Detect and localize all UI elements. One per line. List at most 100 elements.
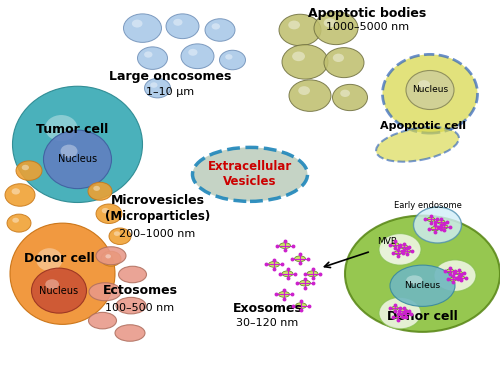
Ellipse shape [450,278,456,281]
Circle shape [345,216,500,332]
Circle shape [114,231,120,236]
Circle shape [324,48,364,78]
Text: Large oncosomes: Large oncosomes [109,70,231,83]
Ellipse shape [280,243,290,249]
Circle shape [12,188,20,195]
Circle shape [333,54,344,62]
Ellipse shape [402,312,409,316]
Circle shape [332,84,368,111]
Ellipse shape [300,280,310,286]
Ellipse shape [400,245,408,249]
Circle shape [5,184,35,206]
Ellipse shape [118,266,146,283]
Circle shape [212,23,220,30]
Circle shape [96,204,122,224]
Ellipse shape [400,309,407,312]
Text: Nucleus: Nucleus [404,281,440,290]
Ellipse shape [88,312,117,329]
Text: Vesicles: Vesicles [223,176,277,188]
Circle shape [434,260,476,291]
Ellipse shape [268,261,280,267]
Text: Early endosome: Early endosome [394,201,462,210]
Ellipse shape [115,325,145,341]
Circle shape [188,49,198,56]
Ellipse shape [418,80,430,89]
Circle shape [7,214,31,232]
Ellipse shape [376,127,459,162]
Ellipse shape [296,303,306,309]
Circle shape [298,86,310,95]
Circle shape [414,207,462,243]
Circle shape [205,19,235,41]
Circle shape [16,161,42,180]
Ellipse shape [307,271,318,277]
Ellipse shape [403,249,411,253]
Text: 30–120 nm: 30–120 nm [236,318,298,327]
Circle shape [288,21,300,29]
Circle shape [289,80,331,111]
Text: Nucleus: Nucleus [40,286,78,296]
Circle shape [144,78,171,98]
Ellipse shape [89,283,121,301]
Ellipse shape [32,268,86,313]
Circle shape [138,47,168,69]
Ellipse shape [116,297,146,314]
Ellipse shape [458,276,464,279]
Ellipse shape [192,147,308,201]
Circle shape [379,234,421,265]
Text: Apoptotic cell: Apoptotic cell [380,121,466,130]
Circle shape [106,254,111,258]
Ellipse shape [45,279,59,290]
Ellipse shape [446,269,454,273]
Text: Nucleus: Nucleus [412,86,448,94]
Circle shape [314,12,358,45]
Circle shape [324,18,336,27]
Circle shape [379,297,421,329]
Ellipse shape [390,265,455,306]
Ellipse shape [391,243,399,246]
Ellipse shape [437,220,445,224]
Text: Microvesicles: Microvesicles [110,194,204,207]
Ellipse shape [10,223,115,324]
Text: Nucleus: Nucleus [58,154,97,164]
Text: MVB: MVB [378,237,398,246]
Ellipse shape [44,130,112,189]
Ellipse shape [392,306,398,310]
Ellipse shape [456,271,462,275]
Circle shape [181,44,214,69]
Circle shape [340,90,350,97]
Circle shape [225,54,232,60]
Circle shape [124,14,162,42]
Text: 100–500 nm: 100–500 nm [106,303,174,313]
Circle shape [282,45,328,79]
Text: 1–10 μm: 1–10 μm [146,87,194,97]
Circle shape [109,228,131,244]
Ellipse shape [96,247,126,265]
Ellipse shape [394,251,402,255]
Ellipse shape [380,243,418,264]
Text: Donor cell: Donor cell [24,252,95,265]
Circle shape [12,218,19,223]
Text: Tumor cell: Tumor cell [36,123,109,136]
Ellipse shape [394,315,402,319]
Text: 1000–5000 nm: 1000–5000 nm [326,22,409,32]
Ellipse shape [382,54,478,133]
Circle shape [279,14,321,46]
Text: Apoptotic bodies: Apoptotic bodies [308,7,426,20]
Circle shape [102,208,109,213]
Circle shape [22,165,29,170]
Text: Extracellular: Extracellular [208,160,292,173]
Circle shape [94,186,100,191]
Ellipse shape [406,275,422,285]
Ellipse shape [431,226,439,231]
Circle shape [150,82,158,88]
Text: Donor cell: Donor cell [387,310,458,323]
Circle shape [88,182,112,200]
Circle shape [174,19,182,26]
Ellipse shape [45,115,78,141]
Ellipse shape [12,86,142,202]
Circle shape [292,51,305,61]
Text: Ectosomes: Ectosomes [102,284,178,297]
Ellipse shape [440,225,448,229]
Ellipse shape [406,70,454,110]
